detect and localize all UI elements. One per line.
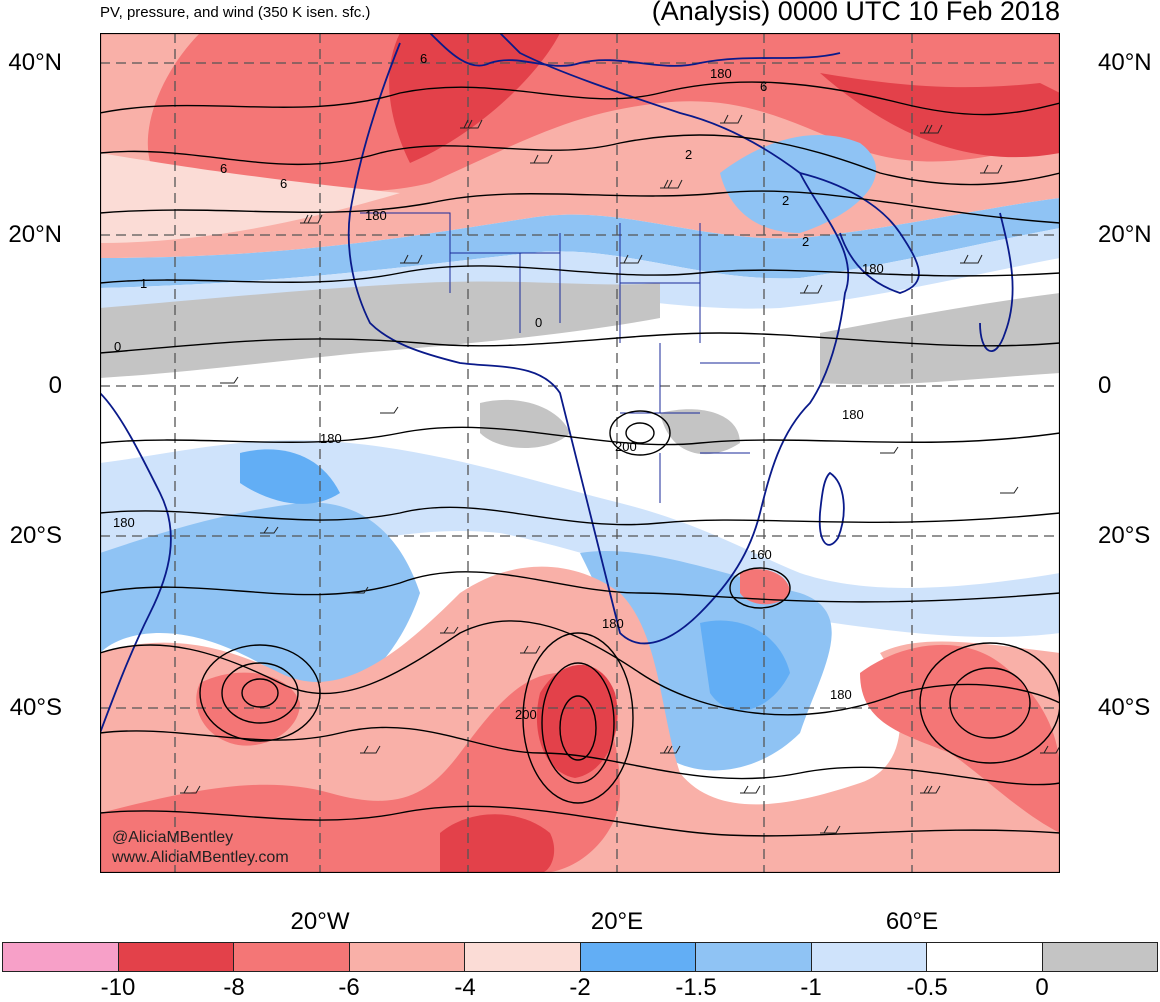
lat-label-20s-right: 20°S [1098, 522, 1151, 549]
contour-labels: 6 6 6 6 180 180 2 2 2 180 1 0 0 180 180 … [113, 51, 884, 722]
lat-label-40n-left: 40°N [8, 49, 62, 76]
europe-coastline [429, 33, 841, 67]
credit-site: www.AliciaMBentley.com [112, 849, 289, 866]
country-borders [360, 212, 760, 503]
colorbar-box [926, 942, 1043, 972]
map-title: (Analysis) 0000 UTC 10 Feb 2018 [651, 0, 1060, 26]
contour-label: 2 [685, 147, 692, 162]
contour-label: 6 [280, 176, 287, 191]
colorbar-box [348, 942, 465, 972]
contour-label: 180 [830, 687, 852, 702]
colorbar-label: -0.5 [906, 974, 948, 1001]
map-subtitle: PV, pressure, and wind (350 K isen. sfc.… [100, 4, 371, 21]
contour-label: 180 [113, 515, 135, 530]
lon-label-20e: 20°E [590, 908, 644, 935]
wind-barbs [180, 114, 1060, 834]
pv-map: 6 6 6 6 180 180 2 2 2 180 1 0 0 180 180 … [100, 33, 1060, 873]
lat-label-40s-right: 40°S [1098, 694, 1151, 721]
lat-label-eq-left: 0 [48, 372, 62, 399]
coastlines [100, 33, 1014, 734]
contour-label: 180 [365, 208, 387, 223]
colorbar [2, 942, 1158, 972]
credit-handle: @AliciaMBentley [112, 829, 234, 846]
lat-label-eq-right: 0 [1098, 372, 1112, 399]
arabia-coastline [799, 172, 920, 294]
lat-label-20s-left: 20°S [9, 522, 62, 549]
pv-north-deep-red [389, 33, 1060, 163]
south-america-coastline [100, 392, 172, 734]
lon-label-60e: 60°E [885, 908, 939, 935]
contour-label: 2 [802, 234, 809, 249]
lat-label-20n-right: 20°N [1098, 221, 1152, 248]
pv-tropical-gray-band-east [820, 293, 1060, 385]
contour-label: 180 [710, 66, 732, 81]
colorbar-label: -1 [800, 974, 822, 1001]
pv-north-light-pink [100, 153, 400, 243]
pv-mozambique-blue [700, 620, 790, 711]
contour-label: 0 [114, 339, 121, 354]
pv-south-atlantic-blue [240, 449, 340, 504]
contour-label: 180 [602, 616, 624, 631]
contour-label: 180 [320, 431, 342, 446]
pv-arabia-blue [720, 134, 877, 233]
colorbar-label: -1.5 [675, 974, 717, 1001]
pv-north-blue-belt [100, 198, 1060, 288]
colorbar-label: -6 [338, 974, 360, 1001]
lat-label-20n-left: 20°N [8, 221, 62, 248]
colorbar-box [810, 942, 927, 972]
contour-label: 6 [420, 51, 427, 66]
pv-madagascar-red [740, 569, 790, 605]
pv-south-blue-core [100, 502, 420, 703]
colorbar-label: 0 [1035, 974, 1049, 1001]
colorbar-box [233, 942, 350, 972]
colorbar-label: -8 [223, 974, 245, 1001]
colorbar-box [695, 942, 812, 972]
colorbar-label: -2 [569, 974, 591, 1001]
pv-south-blue-belt [100, 440, 1060, 638]
contour-label: 180 [862, 261, 884, 276]
lon-label-20w: 20°W [290, 908, 350, 935]
contour-label: 160 [750, 547, 772, 562]
contour-label: 180 [842, 407, 864, 422]
contour-label: 200 [515, 707, 537, 722]
map-frame [100, 33, 1060, 873]
lat-label-40s-left: 40°S [9, 694, 62, 721]
lat-lon-grid [100, 33, 1060, 873]
pv-north-red-core [147, 33, 1060, 192]
colorbar-label: -4 [454, 974, 476, 1001]
colorbar-box [117, 942, 234, 972]
colorbar-box [579, 942, 696, 972]
colorbar-box [2, 942, 119, 972]
colorbar-label: -10 [100, 974, 136, 1001]
lat-label-40n-right: 40°N [1098, 49, 1152, 76]
contour-label: 0 [535, 315, 542, 330]
colorbar-box [464, 942, 581, 972]
colorbar-box [1041, 942, 1158, 972]
contour-label: 200 [615, 439, 637, 454]
pv-cutoff-low-south-africa [536, 664, 618, 778]
madagascar-coastline [818, 471, 845, 546]
pv-south-red-east [860, 644, 1060, 833]
contour-label: 6 [220, 161, 227, 176]
pressure-contours [100, 81, 1060, 837]
contour-label: 2 [782, 193, 789, 208]
contour-label: 6 [760, 79, 767, 94]
contour-label: 1 [140, 276, 147, 291]
africa-coastline [347, 33, 850, 645]
